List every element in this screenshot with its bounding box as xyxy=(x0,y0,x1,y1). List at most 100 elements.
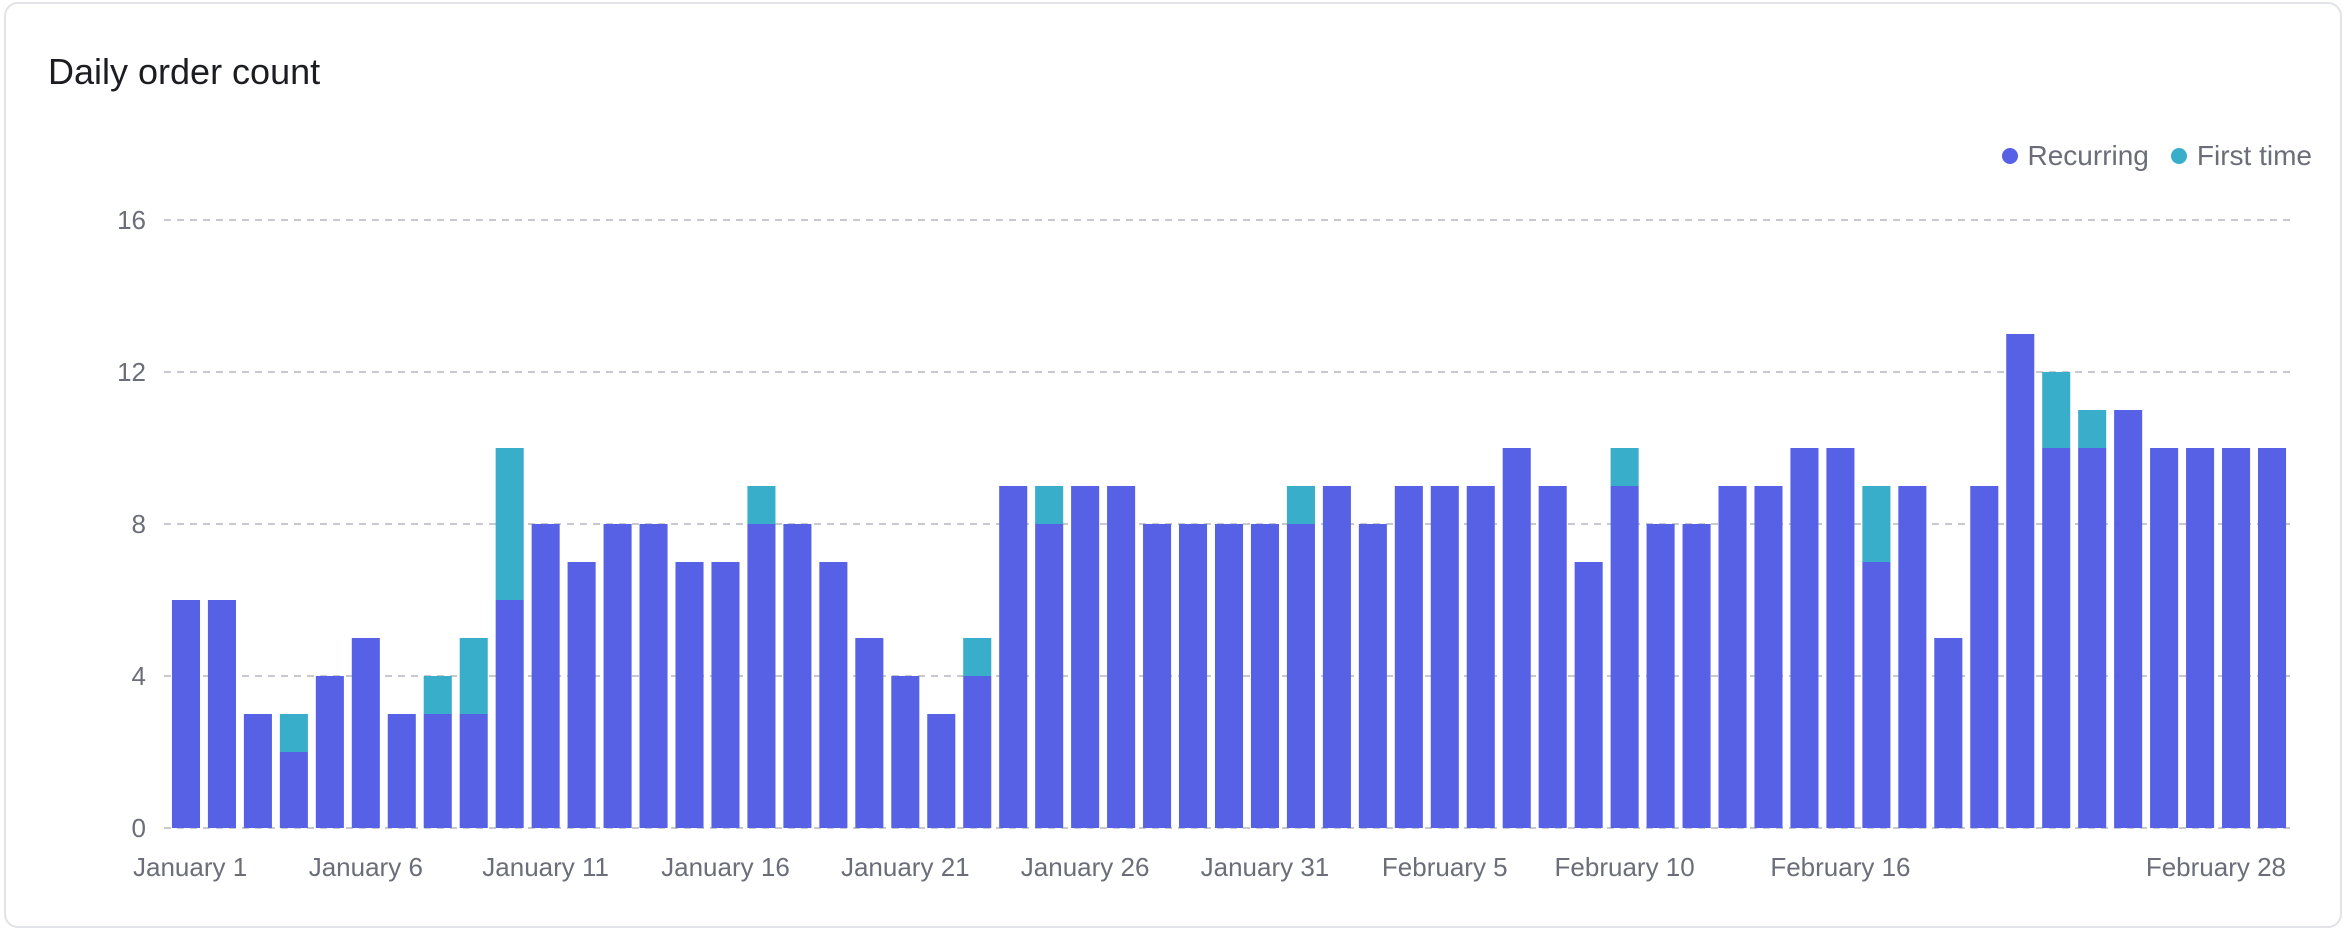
bar-group[interactable] xyxy=(1394,486,1423,828)
bar-recurring[interactable] xyxy=(963,676,992,828)
bar-first-time[interactable] xyxy=(1035,486,1064,524)
bar-group[interactable] xyxy=(1538,486,1567,828)
bar-group[interactable] xyxy=(423,676,452,828)
bar-group[interactable] xyxy=(1358,524,1387,828)
bar-group[interactable] xyxy=(639,524,668,828)
bar-recurring[interactable] xyxy=(603,524,632,828)
bar-recurring[interactable] xyxy=(1214,524,1244,828)
bar-group[interactable] xyxy=(1502,448,1531,828)
bar-recurring[interactable] xyxy=(819,562,848,828)
bar-group[interactable] xyxy=(243,714,272,828)
bar-recurring[interactable] xyxy=(1538,486,1567,828)
bar-recurring[interactable] xyxy=(1610,486,1639,828)
bar-recurring[interactable] xyxy=(1682,524,1711,828)
bar-recurring[interactable] xyxy=(1646,524,1675,828)
bar-recurring[interactable] xyxy=(207,600,236,828)
bar-group[interactable] xyxy=(675,562,704,828)
bar-group[interactable] xyxy=(1682,524,1711,828)
bar-recurring[interactable] xyxy=(711,562,740,828)
bar-group[interactable] xyxy=(1862,486,1891,828)
bar-group[interactable] xyxy=(1790,448,1819,828)
bar-recurring[interactable] xyxy=(1322,486,1351,828)
bar-recurring[interactable] xyxy=(1179,524,1208,828)
bar-group[interactable] xyxy=(1179,524,1208,828)
bar-recurring[interactable] xyxy=(1143,524,1172,828)
bar-recurring[interactable] xyxy=(1502,448,1531,828)
bar-recurring[interactable] xyxy=(1466,486,1495,828)
bar-recurring[interactable] xyxy=(1934,638,1963,828)
bar-group[interactable] xyxy=(1430,486,1459,828)
bar-recurring[interactable] xyxy=(855,638,884,828)
bar-recurring[interactable] xyxy=(567,562,596,828)
bar-group[interactable] xyxy=(1610,448,1639,828)
bar-group[interactable] xyxy=(1214,524,1244,828)
bar-group[interactable] xyxy=(351,638,380,828)
bar-group[interactable] xyxy=(387,714,416,828)
bar-first-time[interactable] xyxy=(1610,448,1639,486)
bar-recurring[interactable] xyxy=(1358,524,1387,828)
bar-recurring[interactable] xyxy=(999,486,1028,828)
bar-group[interactable] xyxy=(207,600,236,828)
bar-group[interactable] xyxy=(2186,448,2215,828)
bar-group[interactable] xyxy=(171,600,201,828)
bar-group[interactable] xyxy=(459,638,488,828)
bar-first-time[interactable] xyxy=(459,638,488,714)
bar-group[interactable] xyxy=(495,448,524,828)
bar-group[interactable] xyxy=(1934,638,1963,828)
bar-recurring[interactable] xyxy=(315,676,344,828)
bar-first-time[interactable] xyxy=(495,448,524,600)
bar-first-time[interactable] xyxy=(423,676,452,714)
bar-group[interactable] xyxy=(1286,486,1315,828)
bar-group[interactable] xyxy=(1754,486,1783,828)
bar-group[interactable] xyxy=(819,562,848,828)
bar-group[interactable] xyxy=(1574,562,1603,828)
bar-first-time[interactable] xyxy=(1286,486,1315,524)
bar-first-time[interactable] xyxy=(747,486,776,524)
bar-group[interactable] xyxy=(855,638,884,828)
bar-group[interactable] xyxy=(2078,410,2107,828)
bar-recurring[interactable] xyxy=(2042,448,2071,828)
bar-recurring[interactable] xyxy=(1862,562,1891,828)
bar-group[interactable] xyxy=(603,524,632,828)
bar-recurring[interactable] xyxy=(1394,486,1423,828)
bar-group[interactable] xyxy=(1466,486,1495,828)
bar-recurring[interactable] xyxy=(423,714,452,828)
bar-group[interactable] xyxy=(783,524,812,828)
bar-group[interactable] xyxy=(1826,448,1855,828)
bar-group[interactable] xyxy=(2042,372,2071,828)
bar-recurring[interactable] xyxy=(747,524,776,828)
bar-first-time[interactable] xyxy=(1862,486,1891,562)
bar-recurring[interactable] xyxy=(171,600,201,828)
bar-recurring[interactable] xyxy=(1898,486,1927,828)
bar-recurring[interactable] xyxy=(927,714,956,828)
bar-group[interactable] xyxy=(999,486,1028,828)
bar-recurring[interactable] xyxy=(2150,448,2179,828)
bar-recurring[interactable] xyxy=(243,714,272,828)
bar-recurring[interactable] xyxy=(1071,486,1100,828)
bar-group[interactable] xyxy=(1718,486,1747,828)
bar-group[interactable] xyxy=(711,562,740,828)
bar-group[interactable] xyxy=(279,714,308,828)
bar-group[interactable] xyxy=(2222,448,2251,828)
bar-group[interactable] xyxy=(1646,524,1675,828)
bar-recurring[interactable] xyxy=(2114,410,2143,828)
bar-group[interactable] xyxy=(963,638,992,828)
bar-group[interactable] xyxy=(891,676,920,828)
bar-recurring[interactable] xyxy=(783,524,812,828)
bar-group[interactable] xyxy=(1107,486,1136,828)
bar-group[interactable] xyxy=(2114,410,2143,828)
bar-recurring[interactable] xyxy=(2186,448,2215,828)
bar-recurring[interactable] xyxy=(279,752,308,828)
bar-group[interactable] xyxy=(567,562,596,828)
bar-group[interactable] xyxy=(1250,524,1279,828)
bar-recurring[interactable] xyxy=(2222,448,2251,828)
bar-recurring[interactable] xyxy=(495,600,524,828)
bar-group[interactable] xyxy=(2150,448,2179,828)
bar-recurring[interactable] xyxy=(675,562,704,828)
legend-item-first-time[interactable]: First time xyxy=(2170,140,2312,172)
bar-recurring[interactable] xyxy=(1286,524,1315,828)
bar-group[interactable] xyxy=(1322,486,1351,828)
bar-recurring[interactable] xyxy=(459,714,488,828)
bar-group[interactable] xyxy=(927,714,956,828)
bar-recurring[interactable] xyxy=(1826,448,1855,828)
